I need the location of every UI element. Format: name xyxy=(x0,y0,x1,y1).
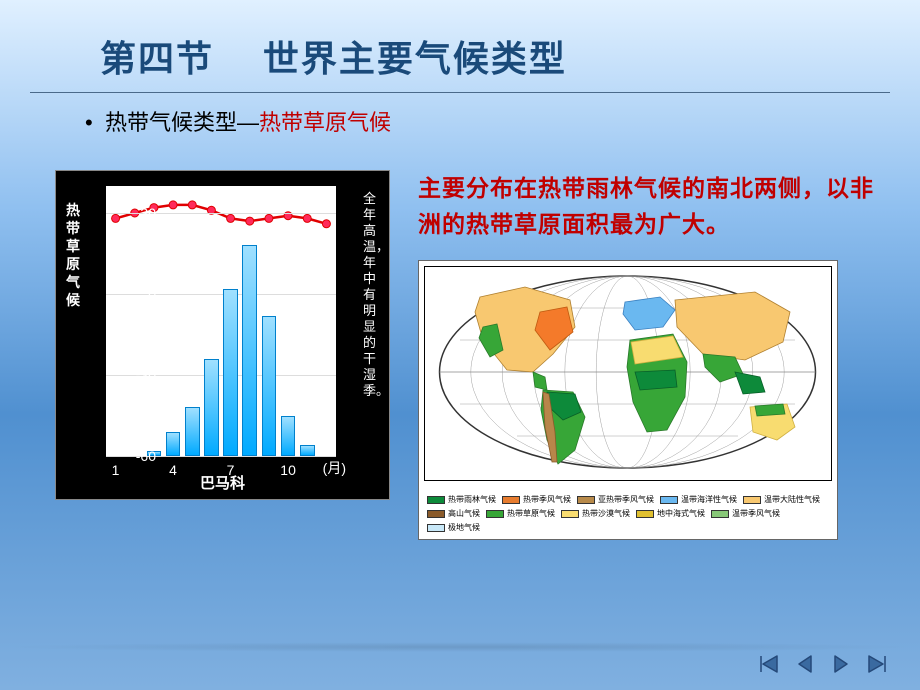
chart-plot-area: 14710(月) xyxy=(106,186,336,456)
precip-bar xyxy=(242,245,257,456)
precip-bar xyxy=(300,445,315,456)
nav-next-button[interactable] xyxy=(826,652,856,676)
legend-item: 极地气候 xyxy=(427,522,480,533)
x-tick-label: 10 xyxy=(280,462,296,478)
legend-item: 高山气候 xyxy=(427,508,480,519)
legend-item: 温带大陆性气候 xyxy=(743,494,820,505)
right-column: 主要分布在热带雨林气候的南北两侧，以非洲的热带草原面积最为广大。 热带雨林气候热… xyxy=(390,170,880,640)
legend-label: 地中海式气候 xyxy=(657,508,705,519)
precip-bar xyxy=(166,432,181,456)
content-row: 热带草原气候 全年高温，年中有明显的干湿季。 14710(月) 巴马科 30 0 -… xyxy=(55,170,880,640)
y-tick-label: -60 xyxy=(136,448,156,464)
nav-prev-button[interactable] xyxy=(790,652,820,676)
landmass-aus-north xyxy=(755,404,785,416)
description-text: 主要分布在热带雨林气候的南北两侧，以非洲的热带草原面积最为广大。 xyxy=(418,170,880,242)
legend-item: 亚热带季风气候 xyxy=(577,494,654,505)
x-tick-label: 4 xyxy=(169,462,177,478)
x-tick-label: 1 xyxy=(112,462,120,478)
precip-bar xyxy=(204,359,219,456)
subtitle-highlight: 热带草原气候 xyxy=(259,110,391,135)
section-number: 第四节 xyxy=(100,38,214,79)
legend-item: 热带季风气候 xyxy=(502,494,571,505)
legend-label: 亚热带季风气候 xyxy=(598,494,654,505)
legend-label: 热带草原气候 xyxy=(507,508,555,519)
nav-last-button[interactable] xyxy=(862,652,892,676)
legend-swatch xyxy=(561,510,579,518)
bottom-shadow xyxy=(0,642,920,652)
temp-marker xyxy=(303,214,311,222)
grid-line xyxy=(106,294,336,295)
precip-bar xyxy=(223,289,238,456)
legend-swatch xyxy=(502,496,520,504)
world-map-inner xyxy=(424,266,832,481)
legend-swatch xyxy=(711,510,729,518)
world-map-svg xyxy=(435,272,820,472)
legend-label: 热带沙漠气候 xyxy=(582,508,630,519)
nav-buttons xyxy=(754,652,892,676)
temp-marker xyxy=(265,214,273,222)
temp-marker xyxy=(169,201,177,209)
temperature-line xyxy=(106,186,336,456)
legend-label: 极地气候 xyxy=(448,522,480,533)
legend-swatch xyxy=(427,524,445,532)
chart-left-label: 热带草原气候 xyxy=(66,201,84,309)
legend-label: 温带季风气候 xyxy=(732,508,780,519)
temp-marker xyxy=(112,214,120,222)
legend-item: 温带季风气候 xyxy=(711,508,780,519)
temp-marker xyxy=(188,201,196,209)
temp-marker xyxy=(246,217,254,225)
month-unit-label: (月) xyxy=(323,458,346,478)
precip-bar xyxy=(281,416,296,457)
legend-item: 温带海洋性气候 xyxy=(660,494,737,505)
map-legend: 热带雨林气候 热带季风气候 亚热带季风气候 温带海洋性气候 温带大陆性气候高山气候 热带草… xyxy=(427,494,829,533)
y-tick-label: -30 xyxy=(136,367,156,383)
legend-swatch xyxy=(427,510,445,518)
subtitle: • 热带气候类型—热带草原气候 xyxy=(0,93,920,137)
legend-label: 热带雨林气候 xyxy=(448,494,496,505)
legend-swatch xyxy=(486,510,504,518)
y-tick-label: 30 xyxy=(140,205,156,221)
legend-label: 高山气候 xyxy=(448,508,480,519)
chart-city-label: 巴马科 xyxy=(200,472,245,493)
world-map-panel: 热带雨林气候 热带季风气候 亚热带季风气候 温带海洋性气候 温带大陆性气候高山气候 热带草… xyxy=(418,260,838,540)
nav-first-button[interactable] xyxy=(754,652,784,676)
temp-marker xyxy=(227,214,235,222)
precip-bar xyxy=(185,407,200,456)
slide-title-area: 第四节 世界主要气候类型 xyxy=(0,0,920,82)
landmass-africa-rainforest xyxy=(635,370,677,390)
legend-swatch xyxy=(427,496,445,504)
legend-item: 热带雨林气候 xyxy=(427,494,496,505)
temp-marker xyxy=(322,220,330,228)
legend-label: 热带季风气候 xyxy=(523,494,571,505)
subtitle-prefix: 热带气候类型— xyxy=(105,110,259,135)
legend-swatch xyxy=(660,496,678,504)
legend-label: 温带大陆性气候 xyxy=(764,494,820,505)
y-tick-label: 0 xyxy=(148,286,156,302)
chart-right-label: 全年高温，年中有明显的干湿季。 xyxy=(363,191,381,399)
slide-title: 世界主要气候类型 xyxy=(263,38,567,79)
legend-item: 地中海式气候 xyxy=(636,508,705,519)
precip-bar xyxy=(262,316,277,456)
legend-swatch xyxy=(636,510,654,518)
climate-chart-panel: 热带草原气候 全年高温，年中有明显的干湿季。 14710(月) 巴马科 30 0 -… xyxy=(55,170,390,500)
legend-label: 温带海洋性气候 xyxy=(681,494,737,505)
legend-swatch xyxy=(577,496,595,504)
legend-swatch xyxy=(743,496,761,504)
legend-item: 热带沙漠气候 xyxy=(561,508,630,519)
legend-item: 热带草原气候 xyxy=(486,508,555,519)
